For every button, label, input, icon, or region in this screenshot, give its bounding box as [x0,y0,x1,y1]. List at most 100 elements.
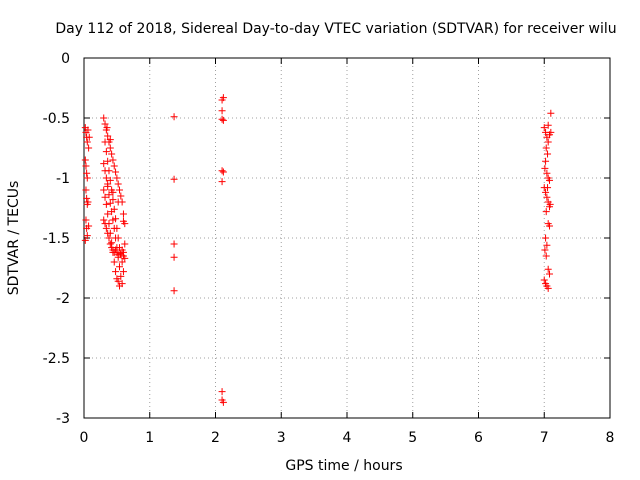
data-point [541,246,549,254]
data-point [114,180,122,188]
data-point [116,282,124,290]
data-point [106,144,114,152]
data-point [547,128,555,136]
data-point [544,150,552,158]
data-point [218,178,226,186]
y-axis-label: SDTVAR / TECUs [6,181,22,296]
data-point [106,176,114,184]
data-point [540,124,548,132]
x-tick-label: 0 [80,430,89,446]
data-point [106,136,114,144]
data-point [100,160,108,168]
data-point [542,252,550,260]
data-points [81,94,555,406]
data-point [121,240,129,248]
data-point [105,191,113,199]
x-tick-label: 4 [343,430,352,446]
data-point [83,232,91,240]
data-point [218,115,226,123]
y-tick-labels: 0 -0.5 -1 -1.5 -2 -2.5 -3 [43,51,70,427]
data-point [83,174,91,182]
data-point [101,193,109,201]
data-point [110,162,118,170]
data-point [109,156,117,164]
data-point [82,186,90,194]
y-tick-label: -0.5 [43,111,70,127]
y-tick-label: -2.5 [43,351,70,367]
data-point [119,210,127,218]
data-point [83,169,91,177]
data-point [112,268,120,276]
data-point [119,217,127,225]
data-point [121,254,129,262]
data-point [109,196,117,204]
data-point [104,132,112,140]
data-point [170,175,178,183]
data-point [544,121,552,129]
y-tick-label: -3 [56,411,70,427]
data-point [170,240,178,248]
data-point [116,263,124,271]
data-point [105,234,113,242]
x-tick-label: 8 [606,430,615,446]
data-point [546,270,554,278]
x-tick-label: 1 [145,430,154,446]
data-point [170,113,178,121]
data-point [113,174,121,182]
data-point [106,240,114,248]
data-point [102,200,110,208]
x-axis-label: GPS time / hours [285,458,402,474]
data-point [112,234,120,242]
data-point [114,198,122,206]
data-point [544,284,552,292]
data-point [543,169,551,177]
data-point [110,224,118,232]
x-tick-label: 3 [277,430,286,446]
data-point [546,176,554,184]
data-point [108,150,116,158]
y-tick-label: -1.5 [43,231,70,247]
data-point [170,287,178,295]
data-point [117,192,125,200]
data-point [546,222,554,230]
data-point [542,144,550,152]
grid-lines [84,58,610,418]
data-point [117,272,125,280]
data-point [100,114,108,122]
data-point [543,241,551,249]
data-point [104,210,112,218]
data-point [218,167,226,175]
y-tick-label: -2 [56,291,70,307]
data-point [85,144,93,152]
data-point [110,258,118,266]
data-point [106,199,114,207]
data-point [82,162,90,170]
data-point [81,156,89,164]
data-point [219,94,227,102]
data-point [84,126,92,134]
data-point [81,236,89,244]
data-point [118,258,126,266]
data-point [116,186,124,194]
data-point [102,148,110,156]
data-point [542,208,550,216]
data-point [83,194,91,202]
data-point [82,216,90,224]
data-point [219,168,227,176]
data-point [119,268,127,276]
data-point [100,186,108,194]
data-point [542,234,550,242]
data-point [112,168,120,176]
data-point [83,138,91,146]
chart-title: Day 112 of 2018, Sidereal Day-to-day VTE… [55,21,616,37]
y-tick-label: 0 [61,51,70,67]
data-point [102,174,110,182]
data-point [114,277,122,285]
data-point [101,138,109,146]
x-tick-label: 2 [211,430,220,446]
data-point [103,124,111,132]
data-point [218,107,226,115]
data-point [100,216,108,224]
data-point [170,253,178,261]
